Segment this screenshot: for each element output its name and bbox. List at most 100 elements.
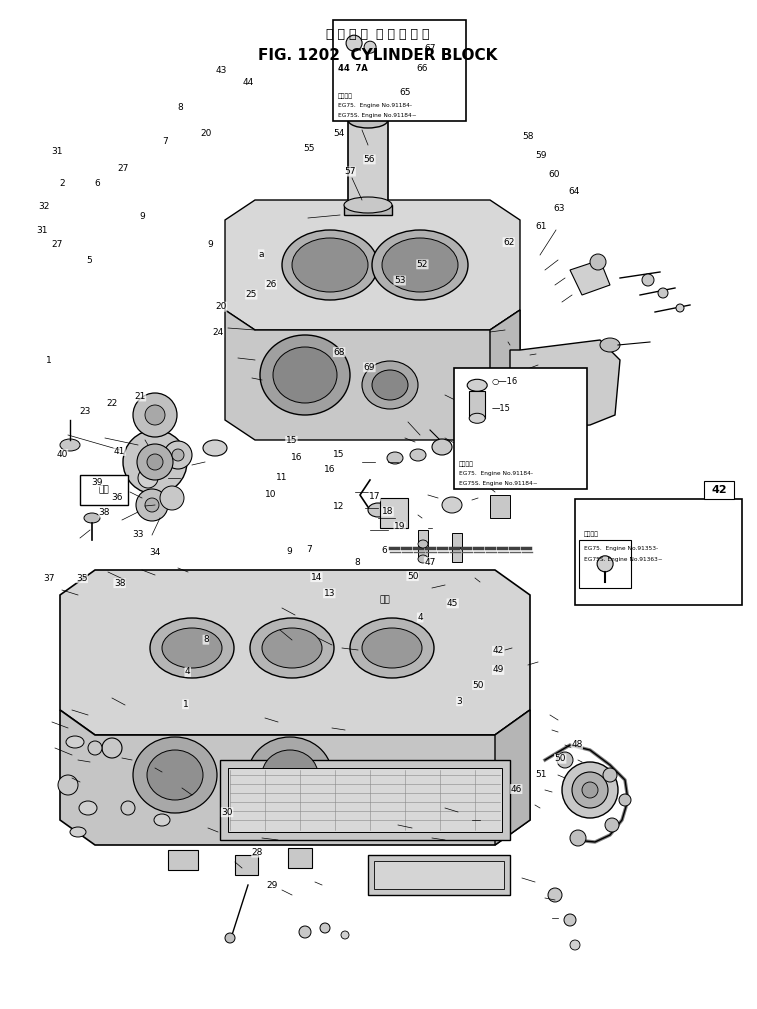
Polygon shape bbox=[60, 710, 530, 845]
Text: 1: 1 bbox=[46, 356, 52, 364]
Text: EG75S. Engine No.91184~: EG75S. Engine No.91184~ bbox=[459, 481, 537, 486]
Circle shape bbox=[133, 393, 177, 437]
Ellipse shape bbox=[162, 628, 222, 668]
Text: 41: 41 bbox=[114, 447, 126, 455]
Ellipse shape bbox=[282, 230, 378, 300]
Text: 6: 6 bbox=[94, 180, 100, 188]
Circle shape bbox=[137, 444, 173, 480]
Ellipse shape bbox=[133, 737, 217, 813]
Text: EG75.  Engine No.91184-: EG75. Engine No.91184- bbox=[459, 471, 533, 476]
Text: 適用番号: 適用番号 bbox=[338, 93, 353, 99]
Text: 7: 7 bbox=[162, 137, 168, 145]
Ellipse shape bbox=[467, 379, 488, 391]
Text: FIG. 1202  CYLINDER BLOCK: FIG. 1202 CYLINDER BLOCK bbox=[258, 48, 497, 63]
Text: 44: 44 bbox=[243, 79, 254, 87]
Bar bbox=[288, 848, 312, 868]
Text: 39: 39 bbox=[91, 478, 103, 486]
Circle shape bbox=[572, 772, 608, 808]
Text: 63: 63 bbox=[553, 205, 565, 213]
Text: 50: 50 bbox=[554, 755, 566, 763]
Ellipse shape bbox=[273, 347, 337, 403]
Circle shape bbox=[145, 498, 159, 512]
Text: 49: 49 bbox=[492, 666, 504, 674]
Text: 42: 42 bbox=[493, 647, 503, 655]
Ellipse shape bbox=[362, 361, 418, 409]
Polygon shape bbox=[60, 570, 530, 735]
Text: 5: 5 bbox=[86, 256, 92, 264]
Text: 16: 16 bbox=[323, 465, 335, 473]
Bar bbox=[228, 768, 502, 832]
Polygon shape bbox=[225, 200, 520, 330]
Circle shape bbox=[138, 468, 158, 488]
Circle shape bbox=[619, 794, 631, 806]
Text: 9: 9 bbox=[207, 240, 213, 248]
Polygon shape bbox=[570, 260, 610, 295]
Ellipse shape bbox=[84, 513, 100, 523]
Circle shape bbox=[160, 486, 184, 510]
Ellipse shape bbox=[442, 497, 462, 513]
Text: 37: 37 bbox=[43, 574, 55, 582]
Bar bbox=[454, 368, 587, 489]
Text: ○—16: ○—16 bbox=[491, 376, 518, 385]
Bar bbox=[235, 855, 258, 875]
Text: 11: 11 bbox=[276, 473, 288, 481]
Circle shape bbox=[58, 775, 78, 795]
Ellipse shape bbox=[350, 618, 434, 678]
Bar bbox=[368, 855, 510, 895]
Circle shape bbox=[121, 801, 135, 815]
Text: 34: 34 bbox=[149, 549, 161, 557]
Ellipse shape bbox=[356, 110, 380, 120]
Text: 4: 4 bbox=[417, 613, 423, 622]
Circle shape bbox=[605, 818, 619, 832]
Ellipse shape bbox=[248, 737, 332, 813]
Text: 13: 13 bbox=[323, 589, 335, 597]
Bar bbox=[418, 545, 428, 559]
Ellipse shape bbox=[262, 628, 322, 668]
Ellipse shape bbox=[469, 414, 485, 424]
Circle shape bbox=[658, 288, 668, 298]
Circle shape bbox=[603, 768, 617, 782]
Circle shape bbox=[564, 914, 576, 926]
Text: 20: 20 bbox=[215, 303, 227, 311]
Text: 50: 50 bbox=[407, 572, 419, 580]
Text: 65: 65 bbox=[399, 89, 411, 97]
Ellipse shape bbox=[418, 540, 428, 548]
Ellipse shape bbox=[60, 439, 80, 451]
Ellipse shape bbox=[432, 439, 452, 455]
Ellipse shape bbox=[260, 335, 350, 415]
Text: EG75.  Engine No.91184-: EG75. Engine No.91184- bbox=[338, 103, 412, 108]
Text: 2: 2 bbox=[59, 180, 65, 188]
Circle shape bbox=[341, 931, 349, 939]
Ellipse shape bbox=[262, 750, 318, 800]
Circle shape bbox=[364, 41, 376, 53]
Circle shape bbox=[582, 782, 598, 798]
Polygon shape bbox=[495, 710, 530, 845]
Text: 15: 15 bbox=[333, 450, 345, 458]
Text: 16: 16 bbox=[291, 453, 303, 461]
Text: 29: 29 bbox=[266, 882, 279, 890]
Text: 18: 18 bbox=[382, 508, 394, 516]
Bar bbox=[344, 205, 392, 215]
Ellipse shape bbox=[70, 827, 86, 837]
Text: 1: 1 bbox=[182, 700, 188, 708]
Bar bbox=[168, 850, 198, 870]
Text: 50: 50 bbox=[472, 681, 484, 689]
Bar bbox=[469, 391, 485, 419]
Ellipse shape bbox=[418, 555, 428, 563]
Circle shape bbox=[145, 405, 165, 425]
Text: 53: 53 bbox=[394, 276, 406, 285]
Text: 6: 6 bbox=[382, 547, 388, 555]
Text: 36: 36 bbox=[111, 493, 123, 501]
Text: 64: 64 bbox=[568, 188, 580, 196]
Text: 45: 45 bbox=[447, 599, 459, 607]
Text: 31: 31 bbox=[36, 226, 48, 234]
Text: EG75S. Engine No.91363~: EG75S. Engine No.91363~ bbox=[584, 557, 662, 562]
Ellipse shape bbox=[147, 750, 203, 800]
Ellipse shape bbox=[348, 112, 388, 128]
Bar bbox=[348, 120, 388, 210]
Bar bbox=[418, 530, 428, 544]
Circle shape bbox=[88, 741, 102, 755]
Polygon shape bbox=[225, 310, 520, 440]
Text: 32: 32 bbox=[38, 203, 50, 211]
Text: 61: 61 bbox=[535, 222, 547, 230]
